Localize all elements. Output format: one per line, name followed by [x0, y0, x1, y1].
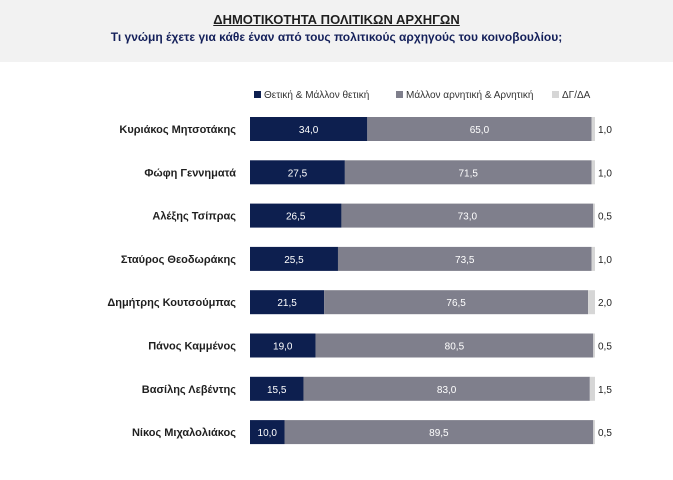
- data-label-s3: 1,0: [598, 168, 612, 179]
- category-label: Σταύρος Θεοδωράκης: [121, 254, 236, 266]
- data-label-s1: 27,5: [288, 168, 308, 179]
- category-label: Νίκος Μιχαλολιάκος: [132, 427, 236, 439]
- data-label-s2: 73,5: [455, 255, 475, 266]
- header-band: ΔΗΜΟΤΙΚΟΤΗΤΑ ΠΟΛΙΤΙΚΩΝ ΑΡΧΗΓΩΝ Τι γνώμη …: [0, 0, 673, 62]
- data-label-s1: 10,0: [258, 428, 278, 439]
- data-label-s2: 80,5: [445, 342, 465, 353]
- bar-segment-s2: [341, 203, 594, 228]
- category-label: Φώφη Γεννηματά: [144, 167, 236, 179]
- data-label-s3: 0,5: [598, 428, 612, 439]
- data-label-s2: 71,5: [458, 168, 478, 179]
- bar-segment-s3: [593, 333, 595, 358]
- bar-segment-s2: [344, 160, 592, 185]
- legend-label-3: ΔΓ/ΔΑ: [562, 90, 591, 101]
- data-label-s2: 65,0: [470, 125, 490, 136]
- bar-segment-s3: [593, 420, 595, 445]
- bar-segment-s3: [591, 160, 595, 185]
- bar-segment-s3: [588, 290, 595, 315]
- bar-segment-s2: [303, 376, 590, 401]
- bar-segment-s1: [250, 290, 325, 315]
- category-label: Κυριάκος Μητσοτάκης: [119, 124, 236, 136]
- legend-label-1: Θετική & Μάλλον θετική: [264, 89, 369, 101]
- bar-segment-s3: [591, 246, 595, 271]
- bar-segment-s1: [250, 117, 368, 141]
- data-label-s3: 2,0: [598, 298, 612, 309]
- data-label-s1: 25,5: [284, 255, 304, 266]
- bar-segment-s1: [250, 246, 338, 271]
- data-label-s1: 19,0: [273, 342, 293, 353]
- data-label-s1: 26,5: [286, 212, 306, 223]
- data-label-s1: 21,5: [277, 298, 297, 309]
- data-label-s2: 89,5: [429, 428, 449, 439]
- category-label: Αλέξης Τσίπρας: [152, 211, 236, 223]
- data-label-s2: 83,0: [437, 385, 457, 396]
- category-label: Βασίλης Λεβέντης: [142, 384, 236, 396]
- chart-subtitle: Τι γνώμη έχετε για κάθε έναν από τους πο…: [110, 30, 563, 44]
- bar-segment-s3: [593, 203, 595, 228]
- legend-swatch-1: [254, 91, 261, 98]
- data-label-s3: 0,5: [598, 342, 612, 353]
- data-label-s3: 0,5: [598, 212, 612, 223]
- data-label-s1: 34,0: [299, 125, 319, 136]
- bar-segment-s2: [315, 333, 594, 358]
- bar-segment-s3: [591, 117, 595, 141]
- bar-segment-s2: [367, 117, 592, 141]
- bar-segment-s3: [589, 376, 595, 401]
- chart-title: ΔΗΜΟΤΙΚΟΤΗΤΑ ΠΟΛΙΤΙΚΩΝ ΑΡΧΗΓΩΝ: [213, 12, 460, 27]
- category-label: Δημήτρης Κουτσούμπας: [107, 297, 236, 309]
- data-label-s3: 1,0: [598, 255, 612, 266]
- bar-segment-s1: [250, 203, 342, 228]
- legend-swatch-2: [396, 91, 403, 98]
- data-label-s1: 15,5: [267, 385, 287, 396]
- bar-segment-s2: [284, 420, 594, 445]
- bar-segment-s1: [250, 160, 345, 185]
- bar-segment-s2: [337, 246, 592, 271]
- legend-label-2: Μάλλον αρνητική & Αρνητική: [406, 89, 533, 101]
- data-label-s2: 73,0: [458, 212, 478, 223]
- data-label-s3: 1,0: [598, 125, 612, 136]
- data-label-s2: 76,5: [446, 298, 466, 309]
- bar-segment-s1: [250, 333, 316, 358]
- bar-segment-s1: [250, 376, 304, 401]
- bar-segment-s1: [250, 420, 285, 445]
- data-label-s3: 1,5: [598, 385, 612, 396]
- category-label: Πάνος Καμμένος: [148, 341, 236, 353]
- bar-segment-s2: [324, 290, 589, 315]
- legend-swatch-3: [552, 91, 559, 98]
